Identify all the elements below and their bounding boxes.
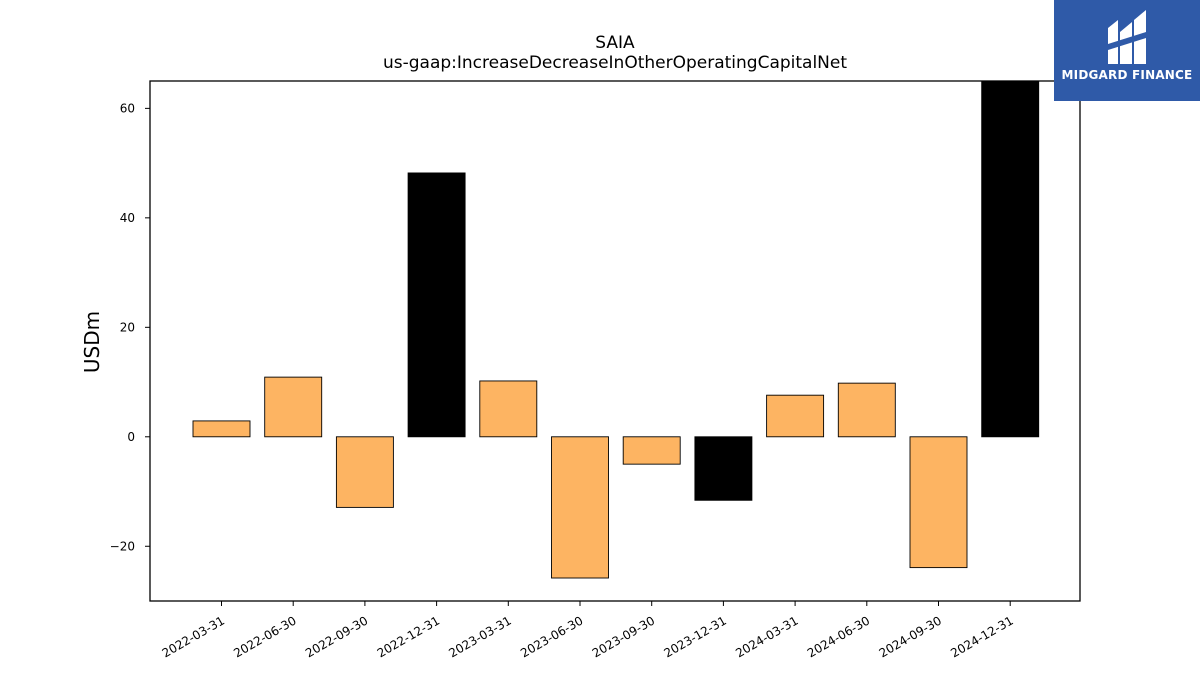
bar-2024-09-30 [909,436,968,569]
y-tick-label: 20 [120,320,135,334]
bar-2022-06-30 [264,376,323,438]
bars-group [192,80,1040,579]
bar-2022-09-30 [335,436,394,508]
x-tick-label: 2022-03-31 [160,613,227,660]
midgard-finance-logo: MIDGARD FINANCE [1054,0,1200,101]
bar-2023-06-30 [551,436,609,579]
y-tick-label: 0 [127,430,135,444]
y-ticks-group: −20 0 20 40 60 [110,101,150,553]
logo-text: MIDGARD FINANCE [1061,68,1193,82]
bar-2024-06-30 [837,382,896,438]
x-ticks-group: 2022-03-31 2022-06-30 2022-09-30 2022-12-31… [160,601,1016,660]
x-tick-label: 2024-06-30 [805,613,872,660]
x-tick-label: 2023-12-31 [661,613,728,660]
chart-subtitle: us-gaap:IncreaseDecreaseInOtherOperating… [383,53,847,73]
x-tick-label: 2023-06-30 [518,613,585,660]
x-tick-label: 2022-06-30 [231,613,298,660]
x-tick-label: 2022-09-30 [303,613,370,660]
plot-frame [149,80,1081,602]
x-tick-label: 2024-09-30 [877,613,944,660]
bar-2022-12-31 [407,172,466,438]
y-axis-label: USDm [80,311,104,373]
x-tick-label: 2022-12-31 [375,613,442,660]
x-tick-label: 2024-03-31 [733,613,800,660]
bar-2024-03-31 [766,394,825,438]
logo-mark-icon [1108,10,1146,64]
bar-2024-12-31 [981,80,1040,438]
bar-2023-12-31 [694,436,753,501]
bar-2022-03-31 [192,420,251,438]
y-tick-label: −20 [110,539,135,553]
x-tick-label: 2023-03-31 [446,613,513,660]
x-tick-label: 2024-12-31 [948,613,1015,660]
y-tick-label: 40 [120,211,135,225]
bar-2023-03-31 [479,380,538,438]
y-tick-label: 60 [120,101,135,115]
chart-title: SAIA [595,33,635,53]
bar-2023-09-30 [622,436,681,465]
x-tick-label: 2023-09-30 [590,613,657,660]
